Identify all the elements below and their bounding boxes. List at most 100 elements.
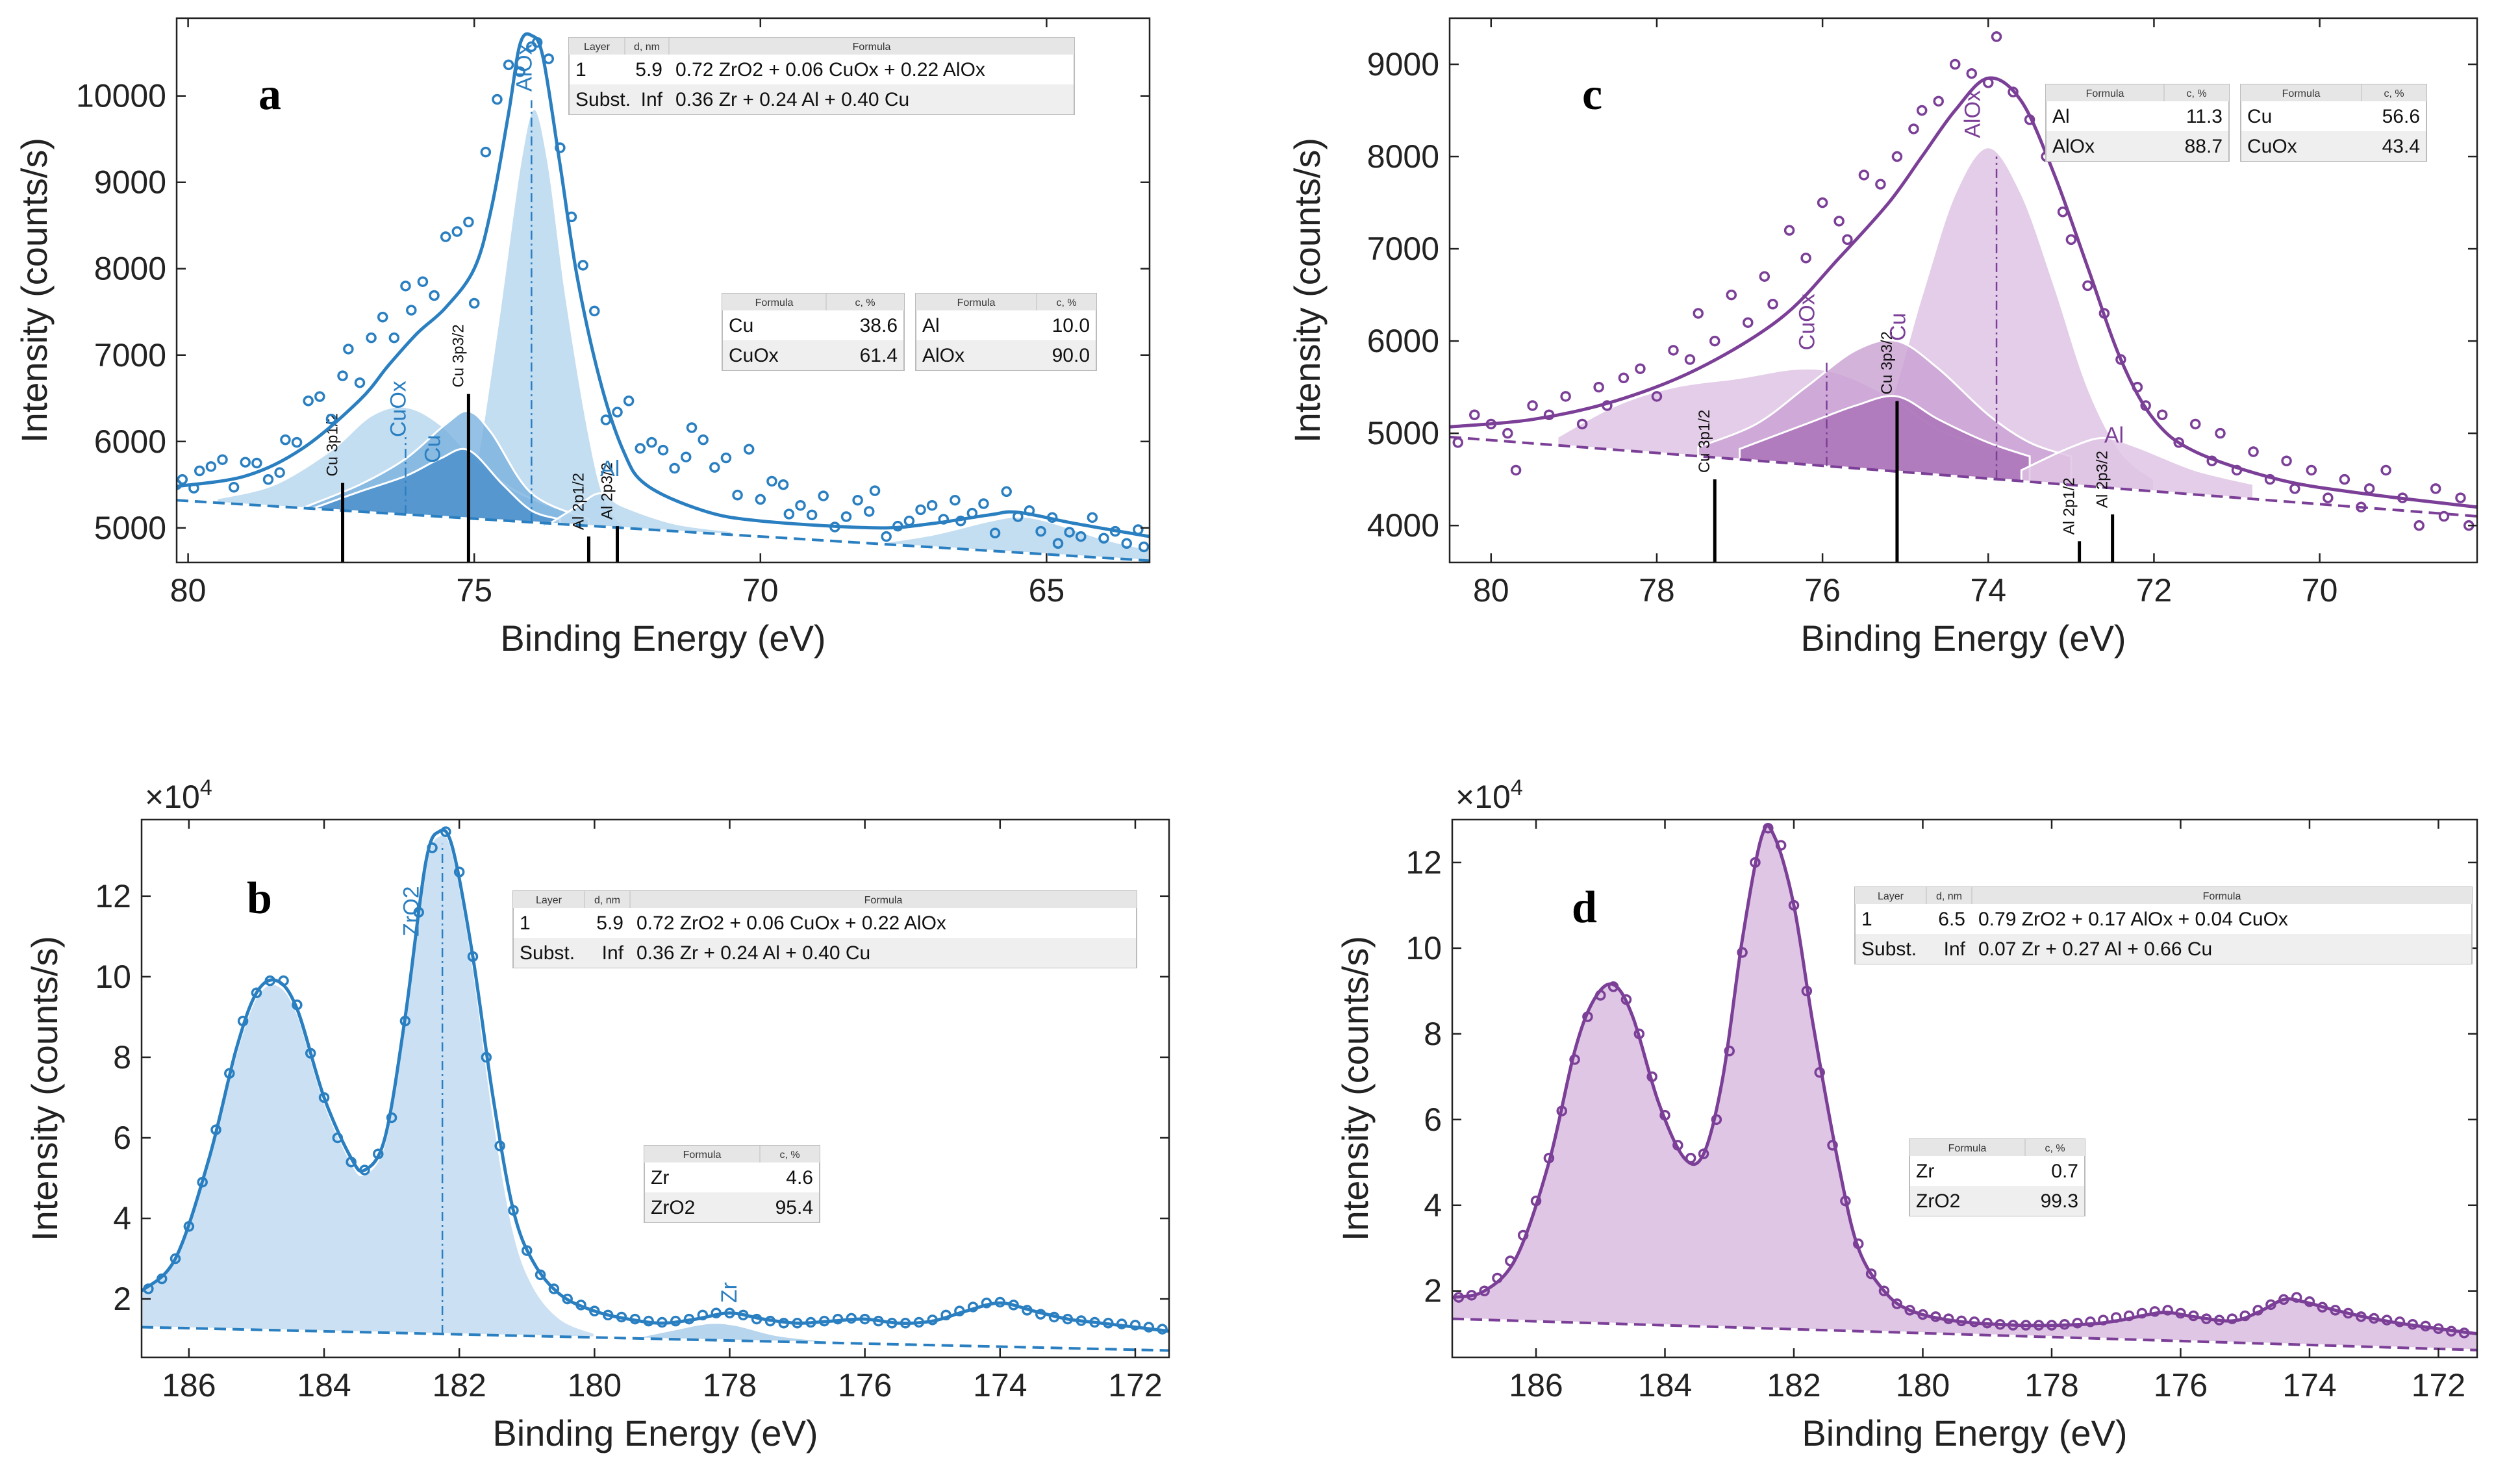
table-header-cell: d, nm (634, 42, 660, 53)
data-point (2226, 1313, 2238, 1324)
data-point (386, 1112, 397, 1124)
data-point (575, 1300, 586, 1311)
y-tick-label: 10 (95, 959, 131, 995)
table-header-bg (1909, 1139, 2085, 1156)
plot-area: ZrO2 Zr (142, 826, 1169, 1352)
data-point (2239, 1310, 2250, 1322)
marker-label: Cu 3p3/2 (1878, 331, 1896, 394)
data-point (873, 1315, 884, 1327)
x-tick-label: 180 (568, 1367, 622, 1403)
data-point (2281, 455, 2292, 467)
table-cell: 4.6 (786, 1167, 813, 1188)
data-point (1930, 1311, 1941, 1322)
background-line (1452, 1317, 2477, 1352)
x-tick-label: 74 (1970, 572, 2006, 609)
table-cell: CuOx (2247, 136, 2297, 157)
y-tick-label: 8000 (94, 251, 166, 287)
x-axis-title: Binding Energy (eV) (500, 618, 825, 659)
data-point (829, 522, 840, 533)
axes-frame (140, 818, 1170, 1359)
data-point (1076, 531, 1087, 542)
table-cell: AlOx (2052, 136, 2095, 157)
data-point (2156, 409, 2168, 420)
table-cell: 0.79 ZrO2 + 0.17 AlOx + 0.04 CuOx (1978, 909, 2288, 930)
data-point (1087, 512, 1098, 523)
data-point (262, 474, 274, 485)
data-point (1827, 1140, 1838, 1151)
data-point (2140, 400, 2151, 411)
table-header-cell: c, % (1056, 297, 1076, 308)
data-point (440, 826, 451, 837)
data-point (1983, 77, 1994, 88)
data-point (2188, 1310, 2199, 1322)
table-cell: Subst. (520, 942, 575, 964)
data-point (1452, 437, 1464, 448)
data-point (806, 509, 818, 521)
data-point (955, 515, 966, 527)
data-point (183, 1221, 195, 1232)
component-satellite (874, 515, 1150, 562)
data-point (492, 94, 503, 105)
data-point (2175, 1307, 2186, 1319)
y-tick-label: 2 (113, 1281, 131, 1317)
data-point (1607, 981, 1619, 992)
x-tick-label: 174 (973, 1367, 1027, 1403)
peak-label: AlOx (512, 44, 536, 92)
data-point (2397, 492, 2408, 503)
table-cell: 5.9 (596, 912, 624, 934)
data-point (600, 414, 612, 425)
data-point (197, 1176, 208, 1188)
data-point (1138, 541, 1150, 553)
table-cell: 90.0 (1052, 345, 1090, 366)
data-point (743, 444, 755, 455)
data-point (738, 1309, 749, 1321)
data-point (1788, 899, 1800, 911)
data-point (2430, 483, 2441, 494)
data-point (881, 531, 892, 542)
background-line (1450, 435, 2477, 518)
data-point (981, 1298, 992, 1309)
table-header-cell: Formula (2203, 891, 2241, 902)
table-row-bg (570, 84, 1074, 114)
data-point (2291, 1292, 2302, 1303)
data-point (846, 1313, 857, 1324)
data-point (1775, 840, 1787, 851)
data-point (210, 1124, 221, 1135)
data-point (709, 462, 720, 473)
table-header-cell: Layer (536, 895, 562, 906)
data-point (264, 975, 275, 987)
data-point (646, 436, 657, 448)
data-point (1618, 372, 1630, 384)
table-header-cell: Layer (584, 42, 611, 53)
data-point (697, 1309, 709, 1321)
data-point (274, 467, 285, 478)
table-row-bg (723, 340, 903, 370)
data-point (2008, 1320, 2019, 1331)
data-point (766, 475, 777, 487)
data-point (400, 281, 411, 292)
data-point (503, 59, 514, 71)
data-point (508, 1205, 519, 1216)
data-point (1582, 1011, 1593, 1022)
fit-envelope (142, 828, 1169, 1333)
y-tick-label: 8000 (1367, 138, 1439, 175)
table-header-cell: c, % (2186, 88, 2206, 99)
data-point (2008, 86, 2019, 97)
data-point (1840, 1195, 1851, 1207)
data-point (1759, 271, 1770, 282)
data-point (177, 479, 183, 490)
y-tick-label: 8 (1424, 1016, 1442, 1052)
data-point (1046, 512, 1058, 523)
data-point (468, 297, 480, 309)
data-point (1904, 1305, 1915, 1316)
data-point (177, 474, 188, 485)
panel-letter: d (1572, 883, 1597, 933)
table-cell: 56.6 (2382, 106, 2420, 127)
table-cell: 0.07 Zr + 0.27 Al + 0.66 Cu (1978, 938, 2212, 960)
data-point (1098, 533, 1109, 544)
table-cell: 1 (520, 912, 531, 934)
panel-b: ZrO2 Zr 186 184 182 180 178 176 174 172 2 4 6 8 10 12 Bi… (24, 775, 1170, 1453)
table-cell: Subst. (1861, 938, 1917, 960)
data-point (143, 1283, 154, 1294)
table-cell: Al (2052, 106, 2070, 127)
